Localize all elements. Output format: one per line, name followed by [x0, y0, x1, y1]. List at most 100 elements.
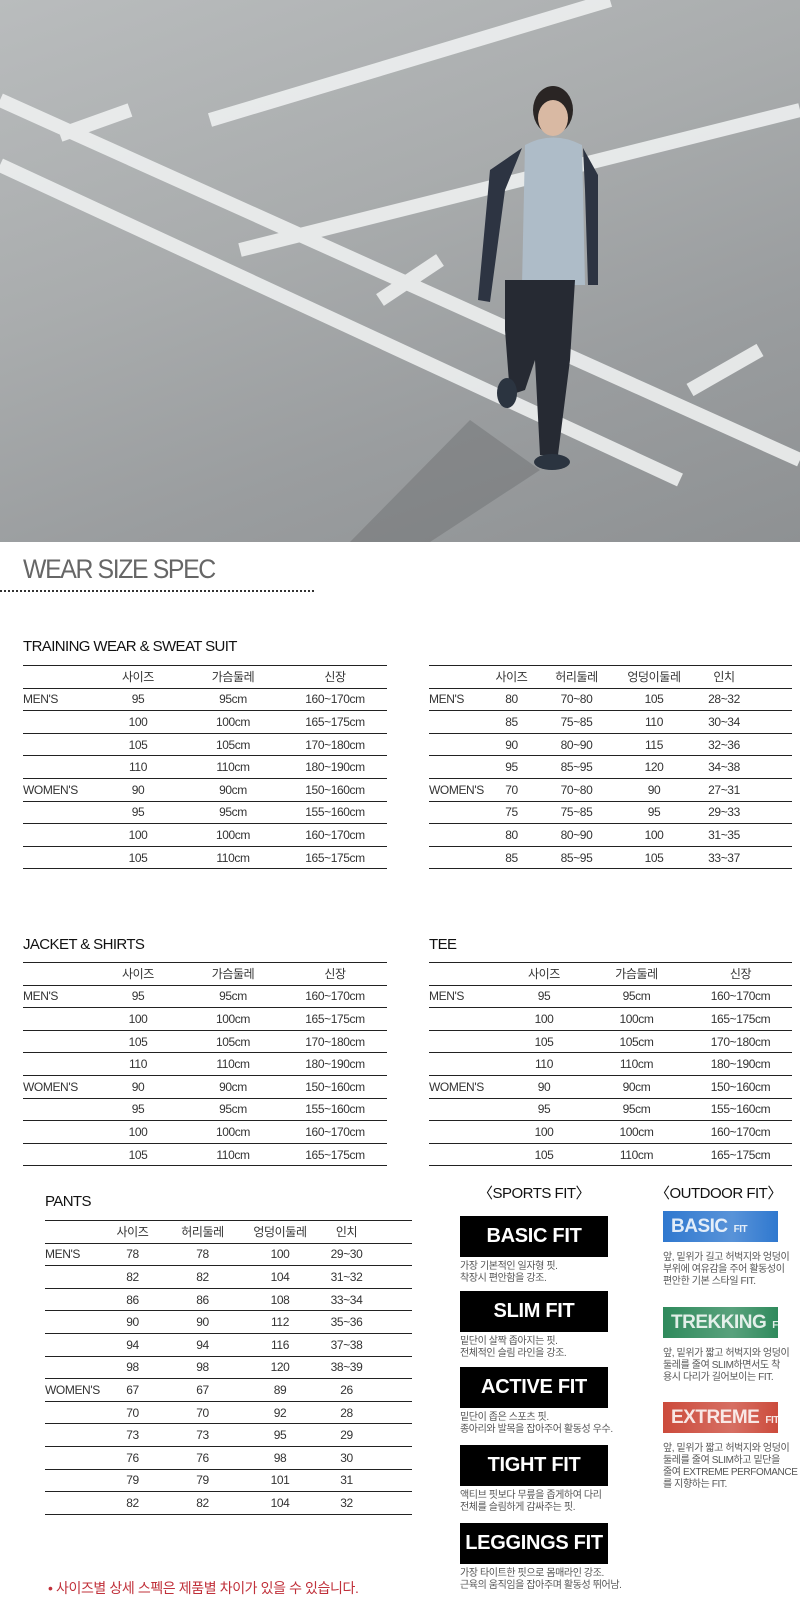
table-cell: 33~37 — [694, 846, 754, 870]
table-cell: 160~170cm — [283, 985, 387, 1009]
table-row: 110 110cm 180~190cm — [23, 1052, 387, 1076]
group-label — [23, 755, 93, 779]
table-row: 105 110cm 165~175cm — [429, 1143, 792, 1167]
table-cell: 104 — [245, 1491, 315, 1515]
table-row: 110 110cm 180~190cm — [429, 1052, 792, 1076]
table-cell: 95 — [93, 688, 183, 712]
group-label — [429, 1052, 504, 1076]
empty-cell — [754, 846, 792, 870]
group-label — [23, 1030, 93, 1054]
description-line: 앞, 밑위가 짧고 허벅지와 엉덩이 — [663, 1348, 790, 1359]
description-line: 둘레를 줄여 SLIM하고 밑단을 — [663, 1455, 780, 1466]
outdoor-fit-title: 〈OUTDOOR FIT〉 — [655, 1185, 782, 1202]
table-row: 95 95cm 155~160cm — [23, 1098, 387, 1122]
badge-label: TREKKING — [671, 1312, 767, 1333]
table-row: MEN'S 95 95cm 160~170cm — [429, 985, 792, 1009]
table-cell: 90cm — [584, 1075, 689, 1099]
table-cell: 28~32 — [694, 688, 754, 712]
table-cell: 29~33 — [694, 801, 754, 825]
table-cell: 85~95 — [539, 755, 614, 779]
table-cell: 105cm — [584, 1030, 689, 1054]
table-cell: 90 — [504, 1075, 584, 1099]
table-cell: 180~190cm — [283, 755, 387, 779]
description-line: 근육의 움직임을 잡아주며 활동성 뛰어남. — [460, 1580, 622, 1591]
sports-fit-description: 밑단이 살짝 좁아지는 핏. 전체적인 슬림 라인을 강조. — [460, 1336, 567, 1360]
table-cell: 90cm — [183, 1075, 283, 1099]
column-header: 가슴둘레 — [183, 962, 283, 986]
group-label — [45, 1265, 105, 1289]
table-cell: 80 — [484, 688, 539, 712]
empty-cell — [378, 1469, 412, 1493]
table-cell: 180~190cm — [689, 1052, 792, 1076]
table-cell: 170~180cm — [283, 733, 387, 757]
sports-fit-badge: SLIM FIT — [460, 1291, 608, 1332]
empty-cell — [378, 1446, 412, 1470]
table-cell: 90 — [484, 733, 539, 757]
group-label — [23, 1052, 93, 1076]
table-cell: 27~31 — [694, 778, 754, 802]
group-label — [23, 1120, 93, 1144]
table-cell: 95cm — [584, 985, 689, 1009]
table-cell: 32~36 — [694, 733, 754, 757]
table-cell: 92 — [245, 1401, 315, 1425]
table-cell: 110cm — [183, 755, 283, 779]
table-cell: 78 — [105, 1243, 160, 1267]
table-cell: 105 — [504, 1030, 584, 1054]
table-row: 100 100cm 160~170cm — [429, 1120, 792, 1144]
table-cell: 76 — [160, 1446, 245, 1470]
table-cell: 78 — [160, 1243, 245, 1267]
outdoor-fit-description: 앞, 밑위가 짧고 허벅지와 엉덩이 둘레를 줄여 SLIM하면서도 착 용시 다리… — [663, 1348, 790, 1384]
table-row: 105 105cm 170~180cm — [429, 1030, 792, 1054]
group-label — [45, 1469, 105, 1493]
table-cell: 32 — [315, 1491, 378, 1515]
table-cell: 94 — [160, 1333, 245, 1357]
empty-cell — [754, 733, 792, 757]
table-cell: 31~32 — [315, 1265, 378, 1289]
empty-cell — [754, 755, 792, 779]
empty-cell — [378, 1288, 412, 1312]
table-cell: 100cm — [183, 1120, 283, 1144]
table-cell: 105cm — [183, 1030, 283, 1054]
description-line: 가장 기본적인 일자형 핏. — [460, 1261, 558, 1272]
table-cell: 115 — [614, 733, 694, 757]
column-header: 사이즈 — [105, 1220, 160, 1244]
table-cell: 31 — [315, 1469, 378, 1493]
table-cell: 100 — [504, 1120, 584, 1144]
group-label — [429, 1143, 504, 1167]
table-cell: 165~175cm — [283, 710, 387, 734]
table-cell: 28 — [315, 1401, 378, 1425]
jacket-size-table: 사이즈 가슴둘레 신장 MEN'S 95 95cm 160~170cm 100 100cm 165… — [23, 962, 387, 1167]
table-row: 110 110cm 180~190cm — [23, 755, 387, 779]
table-cell: 95cm — [183, 688, 283, 712]
table-row: 82 82 104 32 — [45, 1491, 412, 1515]
table-cell: 80~90 — [539, 823, 614, 847]
description-line: 둘레를 줄여 SLIM하면서도 착 — [663, 1360, 780, 1371]
table-cell: 120 — [245, 1356, 315, 1380]
table-cell: 160~170cm — [283, 823, 387, 847]
description-line: 액티브 핏보다 무릎을 좁게하여 다리 — [460, 1490, 602, 1501]
group-label — [429, 1120, 504, 1144]
outdoor-fit-description: 앞, 밑위가 짧고 허벅지와 엉덩이 둘레를 줄여 SLIM하고 밑단을 줄여 EX… — [663, 1443, 798, 1491]
dotted-divider — [0, 590, 314, 592]
pants-title: PANTS — [45, 1193, 92, 1210]
table-cell: 165~175cm — [689, 1007, 792, 1031]
sports-fit-description: 액티브 핏보다 무릎을 좁게하여 다리 전체를 슬림하게 감싸주는 핏. — [460, 1490, 602, 1514]
outdoor-fit-badge: BASIC FIT — [663, 1211, 778, 1242]
table-header-row: 사이즈 허리둘레 엉덩이둘레 인치 — [45, 1220, 412, 1244]
table-row: WOMEN'S 90 90cm 150~160cm — [23, 1075, 387, 1099]
table-cell: 29~30 — [315, 1243, 378, 1267]
tee-size-table: 사이즈 가슴둘레 신장 MEN'S 95 95cm 160~170cm 100 100cm 165… — [429, 962, 792, 1167]
table-row: 86 86 108 33~34 — [45, 1288, 412, 1312]
group-label: MEN'S — [23, 688, 93, 712]
empty-cell — [378, 1423, 412, 1447]
table-row: 90 80~90 115 32~36 — [429, 733, 792, 757]
table-cell: 105 — [614, 846, 694, 870]
empty-cell — [754, 823, 792, 847]
group-label — [23, 1098, 93, 1122]
description-line: 착장시 편안함을 강조. — [460, 1273, 547, 1284]
table-cell: 95 — [93, 985, 183, 1009]
table-cell: 150~160cm — [283, 1075, 387, 1099]
table-cell: 160~170cm — [689, 1120, 792, 1144]
sports-fit-description: 가장 타이트한 핏으로 몸매라인 강조. 근육의 움직임을 잡아주며 활동성 뛰어… — [460, 1568, 622, 1592]
table-cell: 100 — [245, 1243, 315, 1267]
